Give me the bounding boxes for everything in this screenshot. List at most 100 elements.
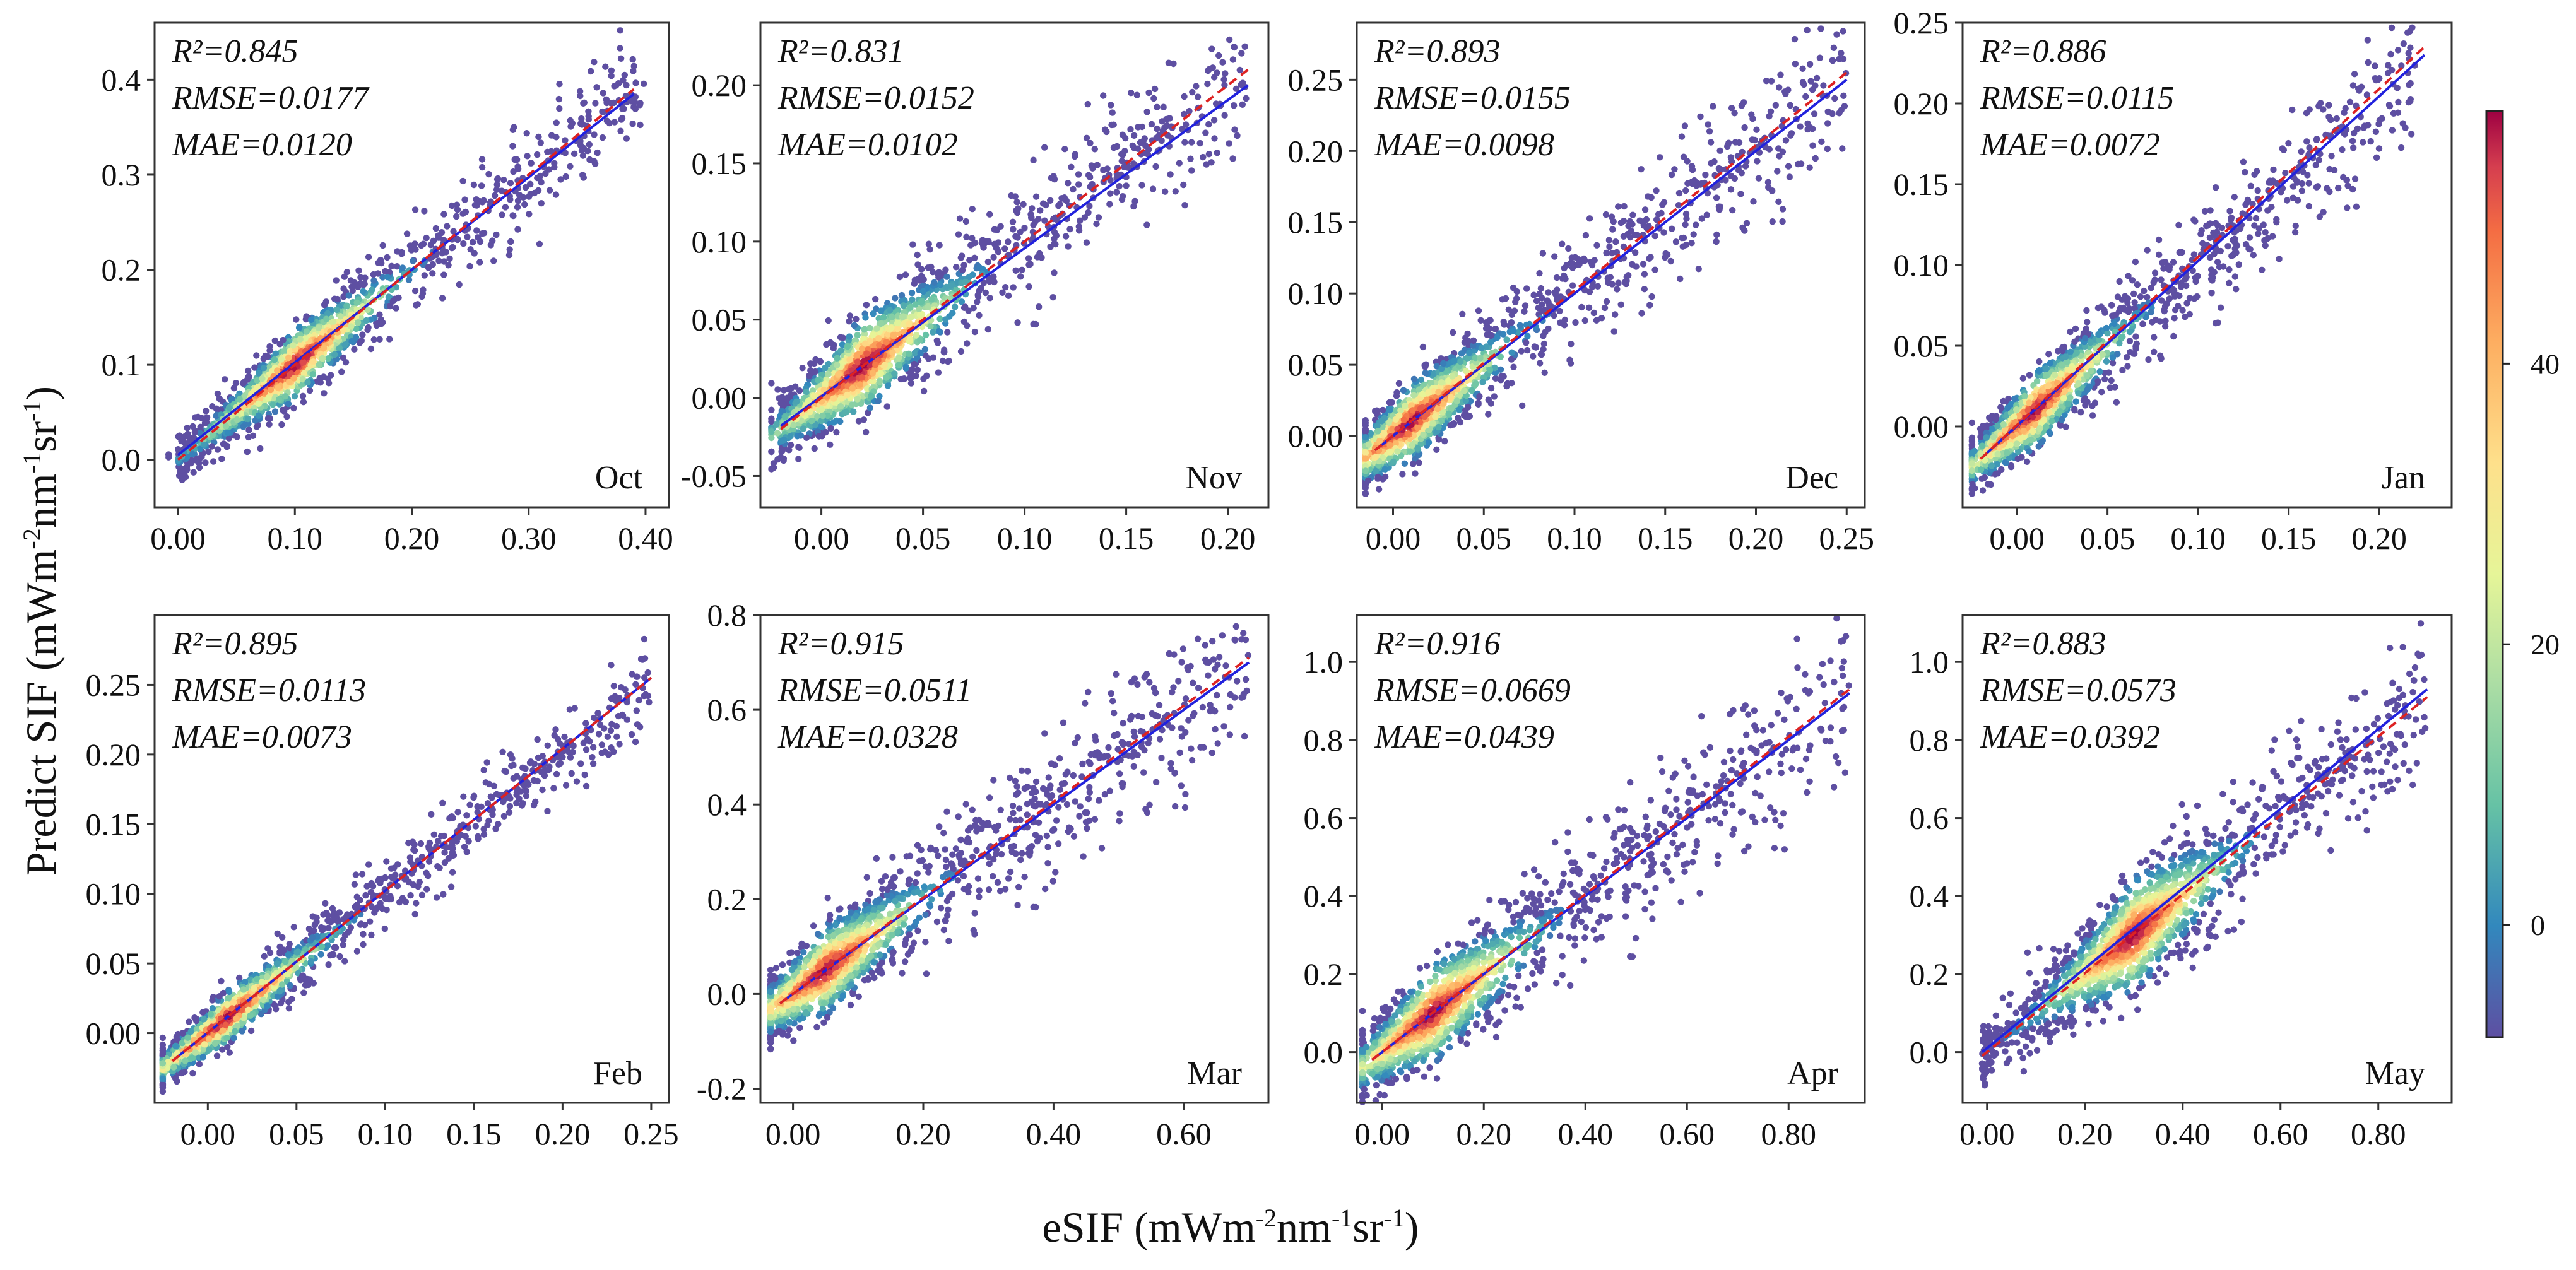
data-point bbox=[259, 375, 265, 382]
data-point bbox=[1478, 317, 1484, 324]
data-point bbox=[768, 435, 774, 441]
data-point bbox=[1818, 139, 1824, 145]
data-point bbox=[476, 198, 483, 204]
data-point bbox=[1426, 439, 1432, 445]
data-point bbox=[435, 232, 441, 238]
data-point bbox=[406, 277, 412, 283]
data-point bbox=[1203, 161, 1210, 167]
data-point bbox=[360, 288, 366, 295]
data-point bbox=[901, 375, 907, 382]
data-point bbox=[507, 238, 514, 245]
r2-annotation: R²=0.831 bbox=[777, 33, 904, 69]
data-point bbox=[952, 303, 958, 310]
data-point bbox=[256, 401, 262, 407]
mae-annotation: MAE=0.0102 bbox=[777, 127, 958, 163]
data-point bbox=[909, 241, 916, 247]
data-point bbox=[1800, 81, 1807, 88]
data-point bbox=[902, 271, 909, 278]
data-point bbox=[292, 393, 298, 399]
data-point bbox=[849, 401, 855, 408]
data-point bbox=[384, 274, 391, 280]
rmse-annotation: RMSE=0.0155 bbox=[1374, 80, 1571, 116]
data-point bbox=[290, 405, 297, 411]
data-point bbox=[165, 454, 172, 461]
data-point bbox=[1802, 93, 1809, 100]
data-point bbox=[617, 128, 623, 134]
data-point bbox=[1093, 221, 1099, 227]
data-point bbox=[296, 324, 302, 330]
data-point bbox=[1593, 242, 1600, 249]
data-point bbox=[808, 418, 815, 424]
data-point bbox=[1739, 149, 1746, 155]
data-point bbox=[1476, 393, 1482, 399]
data-point bbox=[990, 254, 996, 261]
data-point bbox=[1063, 233, 1069, 239]
data-point bbox=[1737, 191, 1744, 197]
data-point bbox=[1479, 379, 1486, 385]
data-point bbox=[1524, 347, 1530, 353]
data-point bbox=[825, 371, 831, 377]
data-point bbox=[300, 399, 307, 405]
data-point bbox=[1614, 286, 1620, 292]
data-point bbox=[1604, 298, 1610, 305]
data-point bbox=[514, 226, 521, 232]
data-point bbox=[894, 320, 901, 326]
data-point bbox=[271, 356, 278, 363]
data-point bbox=[2335, 185, 2341, 191]
data-point bbox=[629, 121, 635, 127]
data-point bbox=[534, 151, 540, 158]
rmse-annotation: RMSE=0.0152 bbox=[777, 80, 974, 116]
data-point bbox=[567, 163, 573, 170]
data-point bbox=[1405, 430, 1411, 437]
data-point bbox=[1792, 61, 1799, 67]
data-point bbox=[1448, 405, 1455, 411]
data-point bbox=[1231, 126, 1238, 132]
data-point bbox=[233, 416, 240, 423]
data-point bbox=[623, 135, 630, 141]
data-point bbox=[316, 362, 322, 368]
data-point bbox=[493, 186, 500, 192]
data-point bbox=[2151, 349, 2157, 355]
data-point bbox=[1420, 344, 1426, 350]
data-point bbox=[1530, 353, 1536, 360]
data-point bbox=[1770, 218, 1776, 225]
data-point bbox=[1804, 121, 1811, 127]
data-point bbox=[334, 296, 340, 302]
data-point bbox=[882, 362, 888, 368]
data-point bbox=[1713, 194, 1720, 201]
data-point bbox=[1682, 122, 1688, 129]
data-point bbox=[1824, 146, 1831, 152]
data-point bbox=[981, 241, 987, 247]
data-point bbox=[1533, 298, 1540, 304]
data-point bbox=[1422, 370, 1429, 376]
data-point bbox=[1624, 274, 1630, 280]
data-point bbox=[538, 179, 544, 185]
data-point bbox=[1824, 120, 1831, 126]
data-point bbox=[1640, 261, 1646, 267]
data-point bbox=[213, 406, 220, 412]
data-point bbox=[816, 433, 822, 439]
data-point bbox=[300, 393, 306, 399]
data-point bbox=[376, 320, 382, 327]
data-point bbox=[862, 314, 868, 320]
data-point bbox=[1017, 273, 1024, 279]
data-point bbox=[1399, 471, 1405, 477]
data-point bbox=[958, 254, 964, 261]
data-point bbox=[265, 395, 271, 401]
data-point bbox=[1657, 154, 1663, 160]
data-point bbox=[321, 390, 327, 396]
data-point bbox=[1362, 417, 1369, 423]
data-point bbox=[927, 323, 933, 329]
data-point bbox=[538, 139, 544, 146]
data-point bbox=[1234, 132, 1240, 139]
data-point bbox=[341, 341, 348, 348]
data-point bbox=[914, 261, 921, 268]
data-point bbox=[928, 296, 935, 302]
data-point bbox=[889, 314, 895, 320]
data-point bbox=[440, 211, 447, 217]
data-point bbox=[439, 295, 446, 301]
data-point bbox=[795, 456, 801, 462]
data-point bbox=[422, 272, 428, 278]
data-point bbox=[244, 449, 251, 455]
